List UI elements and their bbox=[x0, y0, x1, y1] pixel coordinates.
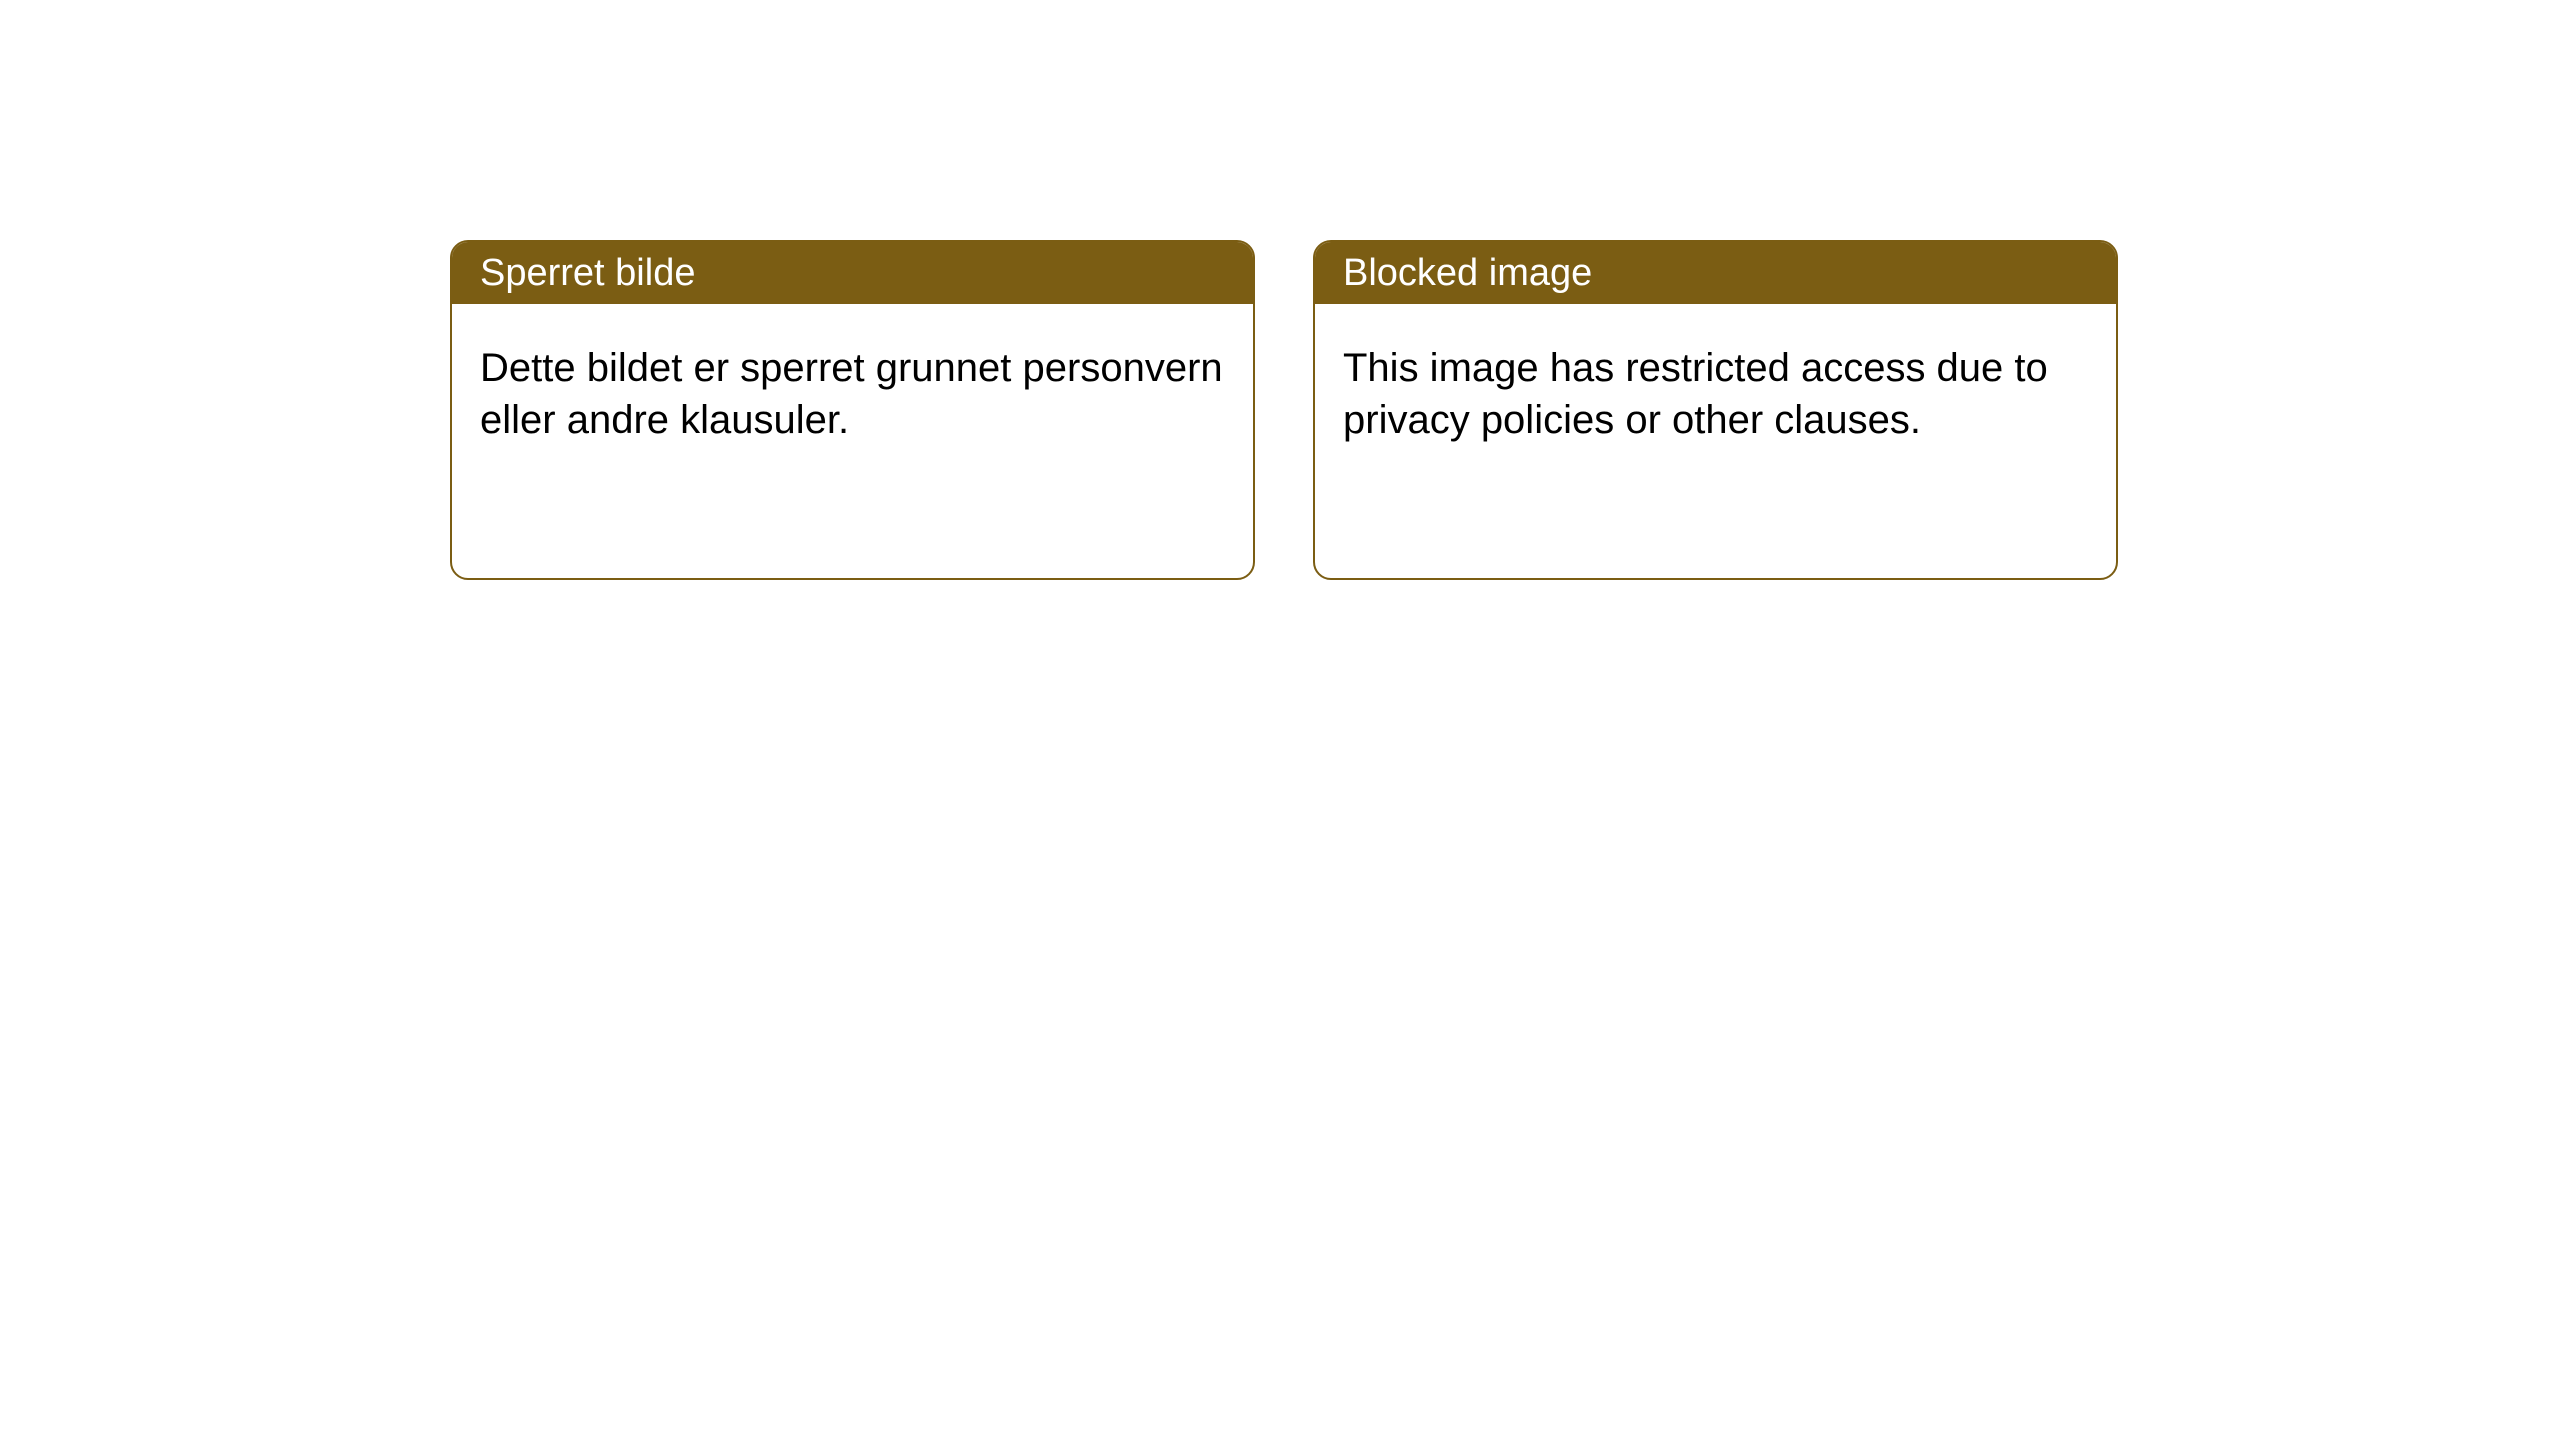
card-body-text: This image has restricted access due to … bbox=[1343, 346, 2048, 442]
card-header-text: Blocked image bbox=[1343, 252, 1592, 295]
card-english: Blocked image This image has restricted … bbox=[1313, 240, 2118, 580]
cards-container: Sperret bilde Dette bildet er sperret gr… bbox=[0, 0, 2560, 580]
card-header-english: Blocked image bbox=[1315, 242, 2116, 304]
card-norwegian: Sperret bilde Dette bildet er sperret gr… bbox=[450, 240, 1255, 580]
card-header-text: Sperret bilde bbox=[480, 252, 695, 295]
card-header-norwegian: Sperret bilde bbox=[452, 242, 1253, 304]
card-body-norwegian: Dette bildet er sperret grunnet personve… bbox=[452, 304, 1253, 484]
card-body-text: Dette bildet er sperret grunnet personve… bbox=[480, 346, 1223, 442]
card-body-english: This image has restricted access due to … bbox=[1315, 304, 2116, 484]
